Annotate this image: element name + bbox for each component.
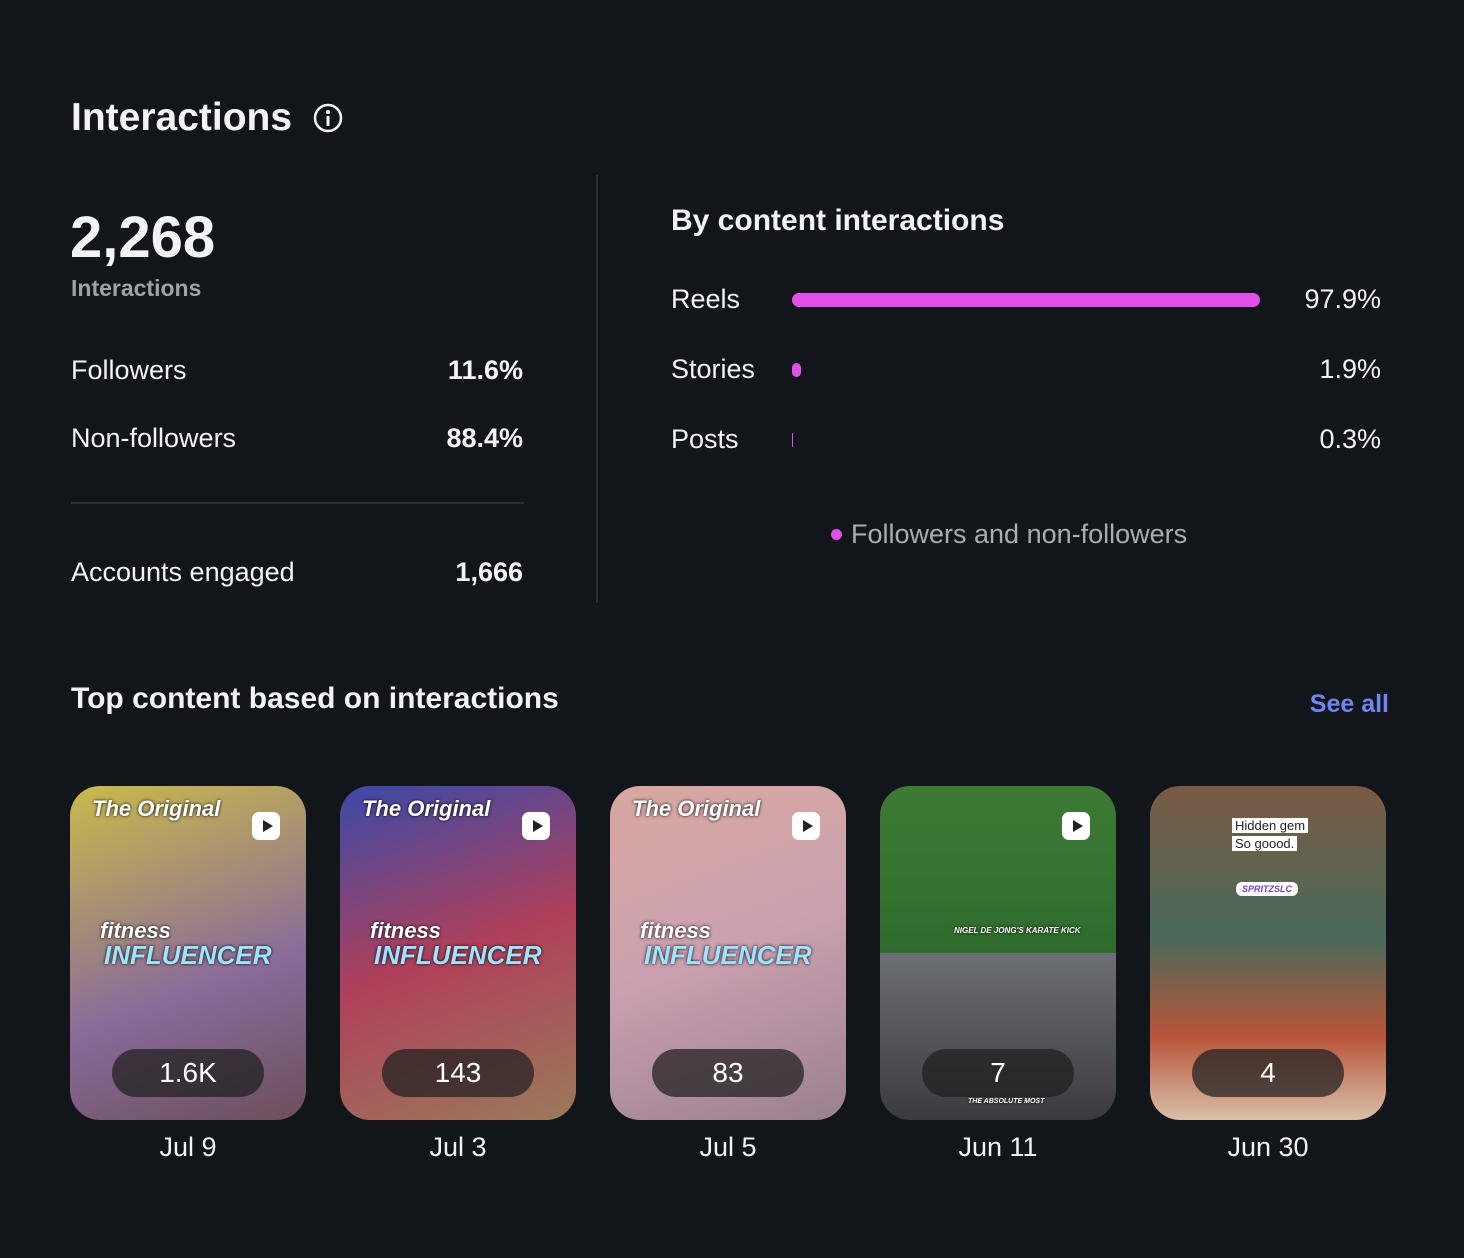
date-label: Jul 3 — [429, 1132, 487, 1162]
total-label: Interactions — [71, 275, 202, 301]
count-pill: 83 — [652, 1049, 804, 1097]
thumbnail-text: SPRITZSLC — [1236, 882, 1299, 896]
thumbnail-text: INFLUENCER — [104, 940, 272, 970]
value-label: 1.9% — [1319, 354, 1381, 384]
thumbnail-text: INFLUENCER — [644, 940, 812, 970]
row-label: Non-followers — [71, 423, 237, 453]
total: 2,268 — [70, 205, 216, 270]
thumbnail-text: So goood. — [1232, 836, 1298, 851]
bar-label: Reels — [671, 284, 741, 314]
divider — [596, 175, 598, 603]
row-label: Accounts engaged — [71, 557, 295, 587]
content-thumbnail[interactable]: The Original fitness INFLUENCER 143 — [340, 786, 576, 1120]
divider — [71, 502, 524, 504]
play-icon — [522, 812, 550, 840]
date-label: Jun 11 — [958, 1132, 1038, 1162]
bar-label: Posts — [671, 424, 739, 454]
content-thumbnail[interactable]: The Original fitness INFLUENCER 83 — [610, 786, 846, 1120]
row-label: Followers — [71, 355, 187, 385]
content-thumbnail[interactable]: NIGEL DE JONG'S KARATE KICK THE ABSOLUTE … — [880, 786, 1116, 1120]
count-pill: 1.6K — [112, 1049, 264, 1097]
bar — [792, 293, 1260, 307]
play-icon — [252, 812, 280, 840]
content-thumbnail[interactable]: The Original fitness INFLUENCER 1.6K — [70, 786, 306, 1120]
bar-label: Stories — [671, 354, 756, 384]
see-all-link[interactable]: See all — [1309, 690, 1389, 718]
count-pill: 143 — [382, 1049, 534, 1097]
title: Interactions — [71, 96, 293, 139]
value-label: 97.9% — [1304, 284, 1381, 314]
content-thumbnail[interactable]: Hidden gem So goood. SPRITZSLC 4 — [1150, 786, 1386, 1120]
thumbnail-text: INFLUENCER — [374, 940, 542, 970]
value-label: 0.3% — [1319, 424, 1381, 454]
count-pill: 7 — [922, 1049, 1074, 1097]
row-value: 1,666 — [455, 557, 523, 587]
section-title: Top content based on interactions — [71, 682, 559, 715]
thumbnail-text: The Original — [362, 796, 491, 821]
thumbnail-text: The Original — [632, 796, 761, 821]
row-value: 88.4% — [446, 423, 523, 453]
thumbnail-text: THE ABSOLUTE MOST — [968, 1098, 1045, 1105]
thumbnail-text: NIGEL DE JONG'S KARATE KICK — [954, 926, 1081, 935]
thumbnail-text: fitness — [370, 918, 441, 943]
thumbnail-text: Hidden gem — [1232, 818, 1309, 833]
thumbnail-text: fitness — [100, 918, 171, 943]
date-label: Jul 9 — [159, 1132, 217, 1162]
chart-title: By content interactions — [671, 204, 1005, 237]
thumbnail-text: fitness — [640, 918, 711, 943]
thumbnail-text: The Original — [92, 796, 221, 821]
play-icon — [792, 812, 820, 840]
legend-label: Followers and non-followers — [851, 519, 1188, 549]
bar — [792, 433, 794, 447]
count-pill: 4 — [1192, 1049, 1344, 1097]
bar — [792, 363, 802, 377]
row-value: 11.6% — [447, 355, 523, 385]
info-icon[interactable] — [312, 102, 344, 134]
date-label: Jun 30 — [1227, 1132, 1309, 1162]
date-label: Jul 5 — [699, 1132, 757, 1162]
play-icon — [1062, 812, 1090, 840]
legend-dot — [831, 529, 842, 540]
